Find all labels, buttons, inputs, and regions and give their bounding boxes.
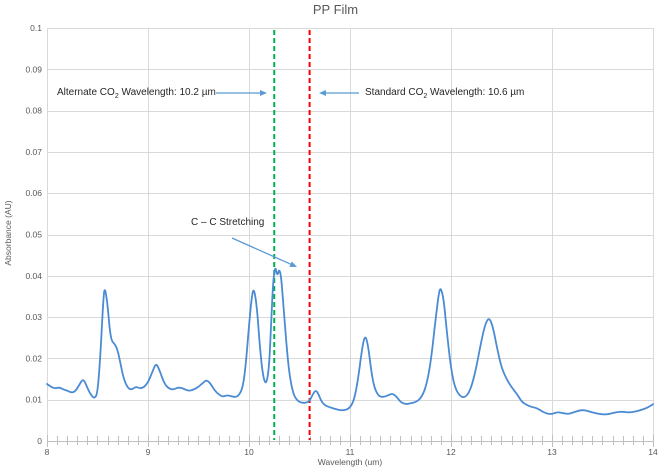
annotation-standard-text-suffix: Wavelength: 10.6 µm [427, 87, 525, 98]
annotation-cc-stretching: C – C Stretching [191, 217, 264, 228]
annotation-arrow-line [231, 237, 292, 266]
annotation-standard-co2-wavelength: Standard CO2 Wavelength: 10.6 µm [365, 87, 524, 100]
x-tick-label: 9 [146, 447, 151, 457]
y-tick-label: 0.07 [25, 147, 42, 157]
y-tick-label: 0.02 [25, 353, 42, 363]
y-tick-label: 0.06 [25, 188, 42, 198]
y-tick-label: 0.03 [25, 312, 42, 322]
x-tick-label: 12 [446, 447, 456, 457]
x-tick-label: 11 [346, 447, 355, 457]
y-tick-label: 0.08 [25, 106, 42, 116]
annotation-arrowhead-icon [289, 261, 297, 267]
annotation-alternate-text: Alternate CO [57, 87, 115, 98]
annotation-arrowhead-icon [260, 90, 267, 96]
annotation-alternate-subscript: 2 [114, 93, 119, 100]
chart-title: PP Film [312, 2, 359, 17]
x-tick-label: 8 [45, 447, 50, 457]
x-tick-label: 13 [547, 447, 557, 457]
absorbance-curve [46, 267, 654, 416]
x-tick-label: 14 [648, 447, 658, 457]
annotation-standard-subscript: 2 [423, 93, 428, 100]
x-tick-label: 10 [244, 447, 254, 457]
x-axis-title: Wavelength (um) [317, 457, 383, 467]
y-tick-label: 0.1 [30, 23, 42, 33]
y-tick-label: 0.04 [25, 271, 42, 281]
y-tick-label: 0.09 [25, 64, 42, 74]
annotation-cc-stretching-text: C – C Stretching [191, 217, 265, 228]
annotation-alternate-text-suffix: Wavelength: 10.2 µm [118, 87, 216, 98]
annotation-arrowhead-icon [319, 90, 326, 96]
y-tick-label: 0.05 [25, 230, 42, 240]
annotation-alternate-co2-wavelength: Alternate CO2 Wavelength: 10.2 µm [57, 87, 216, 100]
y-tick-label: 0.01 [25, 395, 42, 405]
annotation-standard-text: Standard CO [365, 87, 424, 98]
y-axis-title: Absorbance (AU) [3, 200, 13, 266]
y-tick-label: 0 [37, 436, 42, 446]
